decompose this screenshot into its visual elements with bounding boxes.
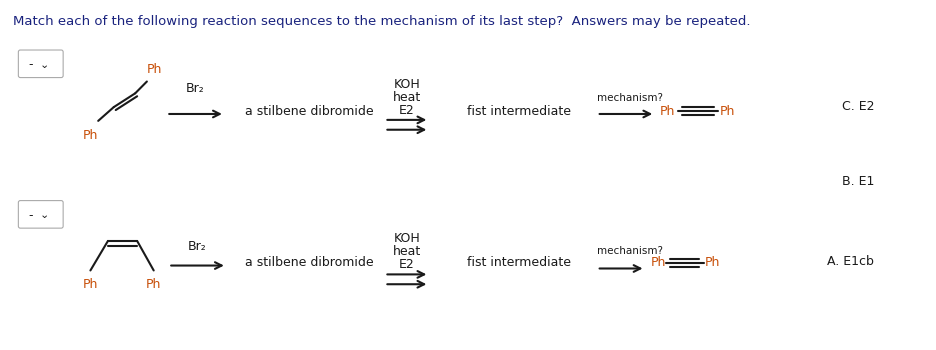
Text: Ph: Ph (82, 278, 98, 291)
Text: Ph: Ph (719, 105, 734, 118)
Text: B. E1: B. E1 (841, 175, 873, 188)
Text: Match each of the following reaction sequences to the mechanism of its last step: Match each of the following reaction seq… (12, 15, 749, 28)
Text: -: - (28, 209, 33, 222)
Text: heat: heat (392, 91, 420, 104)
Text: -: - (28, 58, 33, 71)
Text: a stilbene dibromide: a stilbene dibromide (245, 256, 373, 269)
Text: Br₂: Br₂ (186, 82, 205, 95)
Text: E2: E2 (399, 104, 415, 117)
Text: Ph: Ph (147, 63, 162, 76)
Text: Ph: Ph (650, 256, 665, 269)
Text: heat: heat (392, 245, 420, 258)
Text: C. E2: C. E2 (841, 100, 873, 113)
Text: ⌄: ⌄ (39, 210, 49, 220)
Text: fist intermediate: fist intermediate (466, 105, 570, 118)
Text: Ph: Ph (704, 256, 720, 269)
Text: a stilbene dibromide: a stilbene dibromide (245, 105, 373, 118)
Text: ⌄: ⌄ (39, 60, 49, 70)
Text: mechanism?: mechanism? (596, 246, 662, 256)
Text: mechanism?: mechanism? (596, 93, 662, 103)
Text: Ph: Ph (146, 278, 161, 291)
FancyBboxPatch shape (19, 201, 63, 228)
Text: Br₂: Br₂ (188, 240, 207, 253)
Text: A. E1cb: A. E1cb (826, 254, 873, 268)
Text: KOH: KOH (393, 232, 419, 245)
Text: fist intermediate: fist intermediate (466, 256, 570, 269)
Text: KOH: KOH (393, 78, 419, 91)
Text: E2: E2 (399, 258, 415, 271)
Text: Ph: Ph (82, 129, 98, 142)
Text: Ph: Ph (659, 105, 675, 118)
FancyBboxPatch shape (19, 50, 63, 78)
